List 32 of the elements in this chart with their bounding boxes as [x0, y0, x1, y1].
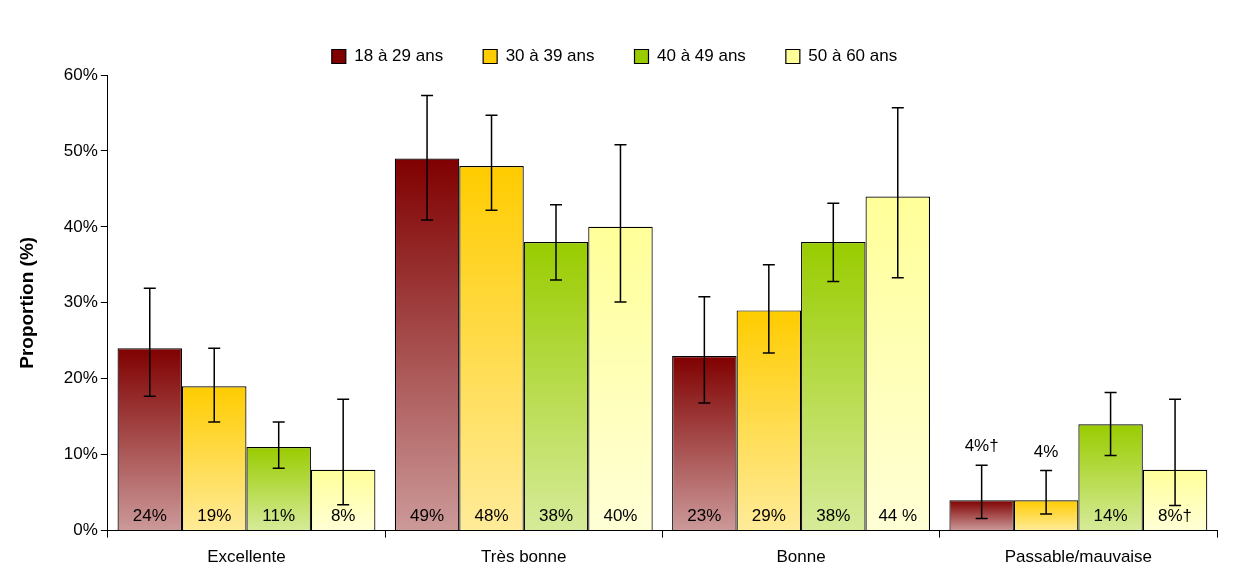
y-tick-label: 40%	[63, 216, 98, 236]
data-label: 48%	[474, 505, 509, 525]
data-label: 8%	[330, 505, 356, 525]
legend-label: 18 à 29 ans	[354, 46, 444, 66]
y-tick-label: 60%	[63, 64, 98, 84]
y-axis-title: Proportion (%)	[15, 236, 37, 369]
data-label: 4%†	[964, 436, 999, 456]
x-tick-label: Passable/mauvaise	[1004, 547, 1153, 567]
data-label: 49%	[410, 505, 445, 525]
y-tick-label: 30%	[63, 292, 98, 312]
data-label: 23%	[687, 505, 722, 525]
data-label: 24%	[132, 505, 167, 525]
data-label: 11%	[262, 505, 296, 525]
legend-label: 50 à 60 ans	[808, 46, 898, 66]
y-tick-label: 50%	[63, 140, 98, 160]
y-tick-label: 10%	[63, 444, 98, 464]
y-tick-label: 0%	[73, 520, 98, 540]
x-tick-label: Excellente	[207, 547, 286, 567]
data-label: 4%	[1033, 441, 1059, 461]
legend-label: 40 à 49 ans	[657, 46, 746, 66]
data-label: 29%	[751, 505, 786, 525]
legend-label: 30 à 39 ans	[505, 46, 595, 66]
data-label: 14%	[1093, 505, 1128, 525]
data-label: 38%	[538, 505, 574, 525]
data-label: 19%	[197, 505, 232, 525]
x-tick-label: Bonne	[776, 547, 826, 567]
y-tick-label: 20%	[63, 368, 98, 388]
x-tick-label: Très bonne	[481, 547, 567, 567]
data-label: 40%	[603, 505, 638, 525]
data-label: 44 %	[878, 505, 918, 525]
data-label: 8%†	[1158, 505, 1193, 525]
data-label: 38%	[816, 505, 851, 525]
